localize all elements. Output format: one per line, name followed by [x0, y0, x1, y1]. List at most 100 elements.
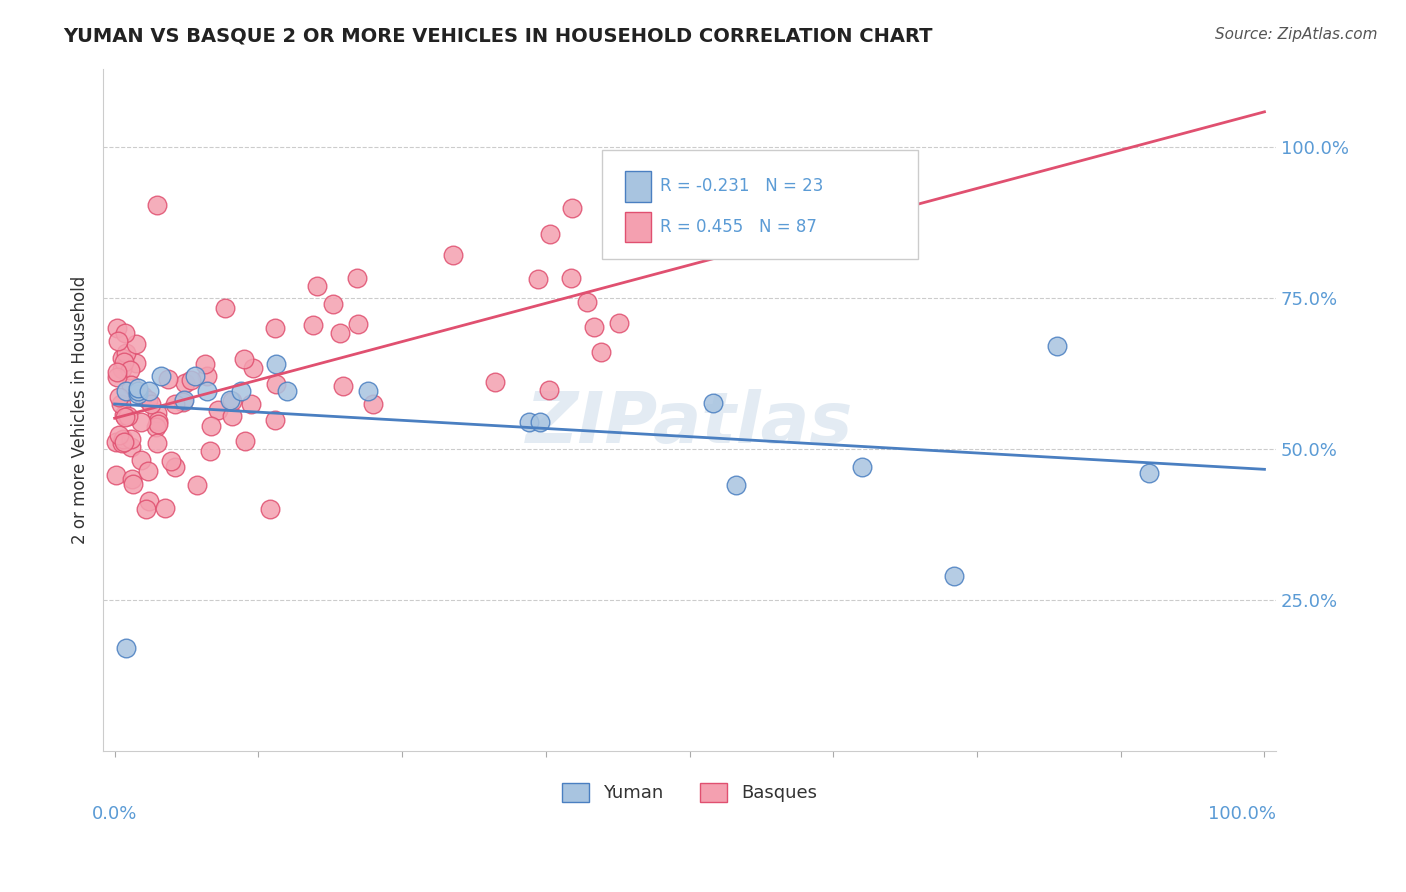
Point — [221, 393, 243, 408]
Point — [145, 436, 167, 450]
Point — [110, 435, 132, 450]
Point — [125, 356, 148, 370]
Point — [538, 383, 561, 397]
Point — [115, 384, 138, 399]
Point — [127, 381, 149, 395]
Point — [135, 502, 157, 516]
Point — [120, 377, 142, 392]
Point — [112, 355, 135, 369]
Point — [242, 361, 264, 376]
Text: R = 0.455   N = 87: R = 0.455 N = 87 — [661, 218, 817, 236]
Point — [322, 297, 344, 311]
Point — [264, 357, 287, 371]
Point — [163, 397, 186, 411]
Point — [607, 316, 630, 330]
Point — [229, 384, 252, 399]
Point — [264, 413, 287, 427]
Point — [105, 320, 128, 334]
Point — [172, 395, 194, 409]
Point — [105, 468, 128, 483]
Point — [127, 387, 149, 401]
Point — [329, 326, 352, 341]
Point — [214, 301, 236, 315]
Point — [264, 321, 287, 335]
Point — [346, 317, 368, 331]
FancyBboxPatch shape — [626, 171, 651, 202]
Point — [107, 334, 129, 348]
Point — [356, 384, 378, 399]
FancyBboxPatch shape — [602, 151, 918, 260]
Point — [120, 363, 142, 377]
Point — [346, 271, 368, 285]
Point — [943, 568, 966, 582]
Point — [120, 440, 142, 454]
Point — [441, 247, 464, 261]
Text: ZIPatlas: ZIPatlas — [526, 389, 853, 458]
Point — [117, 409, 139, 424]
Point — [160, 454, 183, 468]
Point — [583, 320, 606, 334]
Point — [517, 415, 540, 429]
Point — [104, 435, 127, 450]
Point — [131, 389, 153, 403]
Point — [165, 459, 187, 474]
Point — [361, 397, 384, 411]
Point — [156, 372, 179, 386]
Point — [145, 406, 167, 420]
Point — [538, 227, 561, 241]
Point — [127, 384, 149, 399]
Point — [112, 409, 135, 423]
Point — [1139, 466, 1161, 480]
Point — [186, 477, 208, 491]
Point — [174, 376, 197, 390]
Text: YUMAN VS BASQUE 2 OR MORE VEHICLES IN HOUSEHOLD CORRELATION CHART: YUMAN VS BASQUE 2 OR MORE VEHICLES IN HO… — [63, 27, 932, 45]
Point — [576, 295, 599, 310]
Point — [114, 346, 136, 360]
Point — [195, 369, 218, 384]
Point — [232, 352, 254, 367]
Point — [105, 370, 128, 384]
Point — [259, 502, 281, 516]
Point — [146, 414, 169, 428]
Point — [111, 351, 134, 365]
Point — [145, 420, 167, 434]
Point — [194, 357, 217, 371]
Point — [136, 393, 159, 408]
Point — [146, 198, 169, 212]
Point — [110, 397, 132, 411]
Point — [114, 326, 136, 341]
Point — [149, 369, 172, 384]
Point — [146, 417, 169, 431]
Point — [200, 444, 222, 458]
Point — [108, 390, 131, 404]
Point — [121, 472, 143, 486]
Point — [560, 271, 582, 285]
Text: R = -0.231   N = 23: R = -0.231 N = 23 — [661, 178, 824, 195]
Point — [138, 463, 160, 477]
Point — [120, 432, 142, 446]
Point — [233, 434, 256, 448]
Point — [672, 221, 695, 235]
Point — [114, 409, 136, 424]
Point — [200, 418, 222, 433]
Text: Source: ZipAtlas.com: Source: ZipAtlas.com — [1215, 27, 1378, 42]
Y-axis label: 2 or more Vehicles in Household: 2 or more Vehicles in Household — [72, 276, 89, 543]
Point — [112, 432, 135, 446]
Point — [184, 369, 207, 384]
Point — [851, 459, 873, 474]
Point — [240, 397, 263, 411]
Point — [173, 393, 195, 408]
Point — [138, 384, 160, 399]
Point — [529, 415, 551, 429]
Point — [121, 476, 143, 491]
Point — [153, 500, 176, 515]
Point — [124, 336, 146, 351]
Point — [276, 384, 298, 399]
Point — [180, 373, 202, 387]
Point — [589, 345, 612, 359]
Legend: Yuman, Basques: Yuman, Basques — [554, 776, 824, 810]
Point — [332, 379, 354, 393]
Text: 100.0%: 100.0% — [1208, 805, 1277, 823]
Point — [484, 376, 506, 390]
Point — [307, 278, 329, 293]
